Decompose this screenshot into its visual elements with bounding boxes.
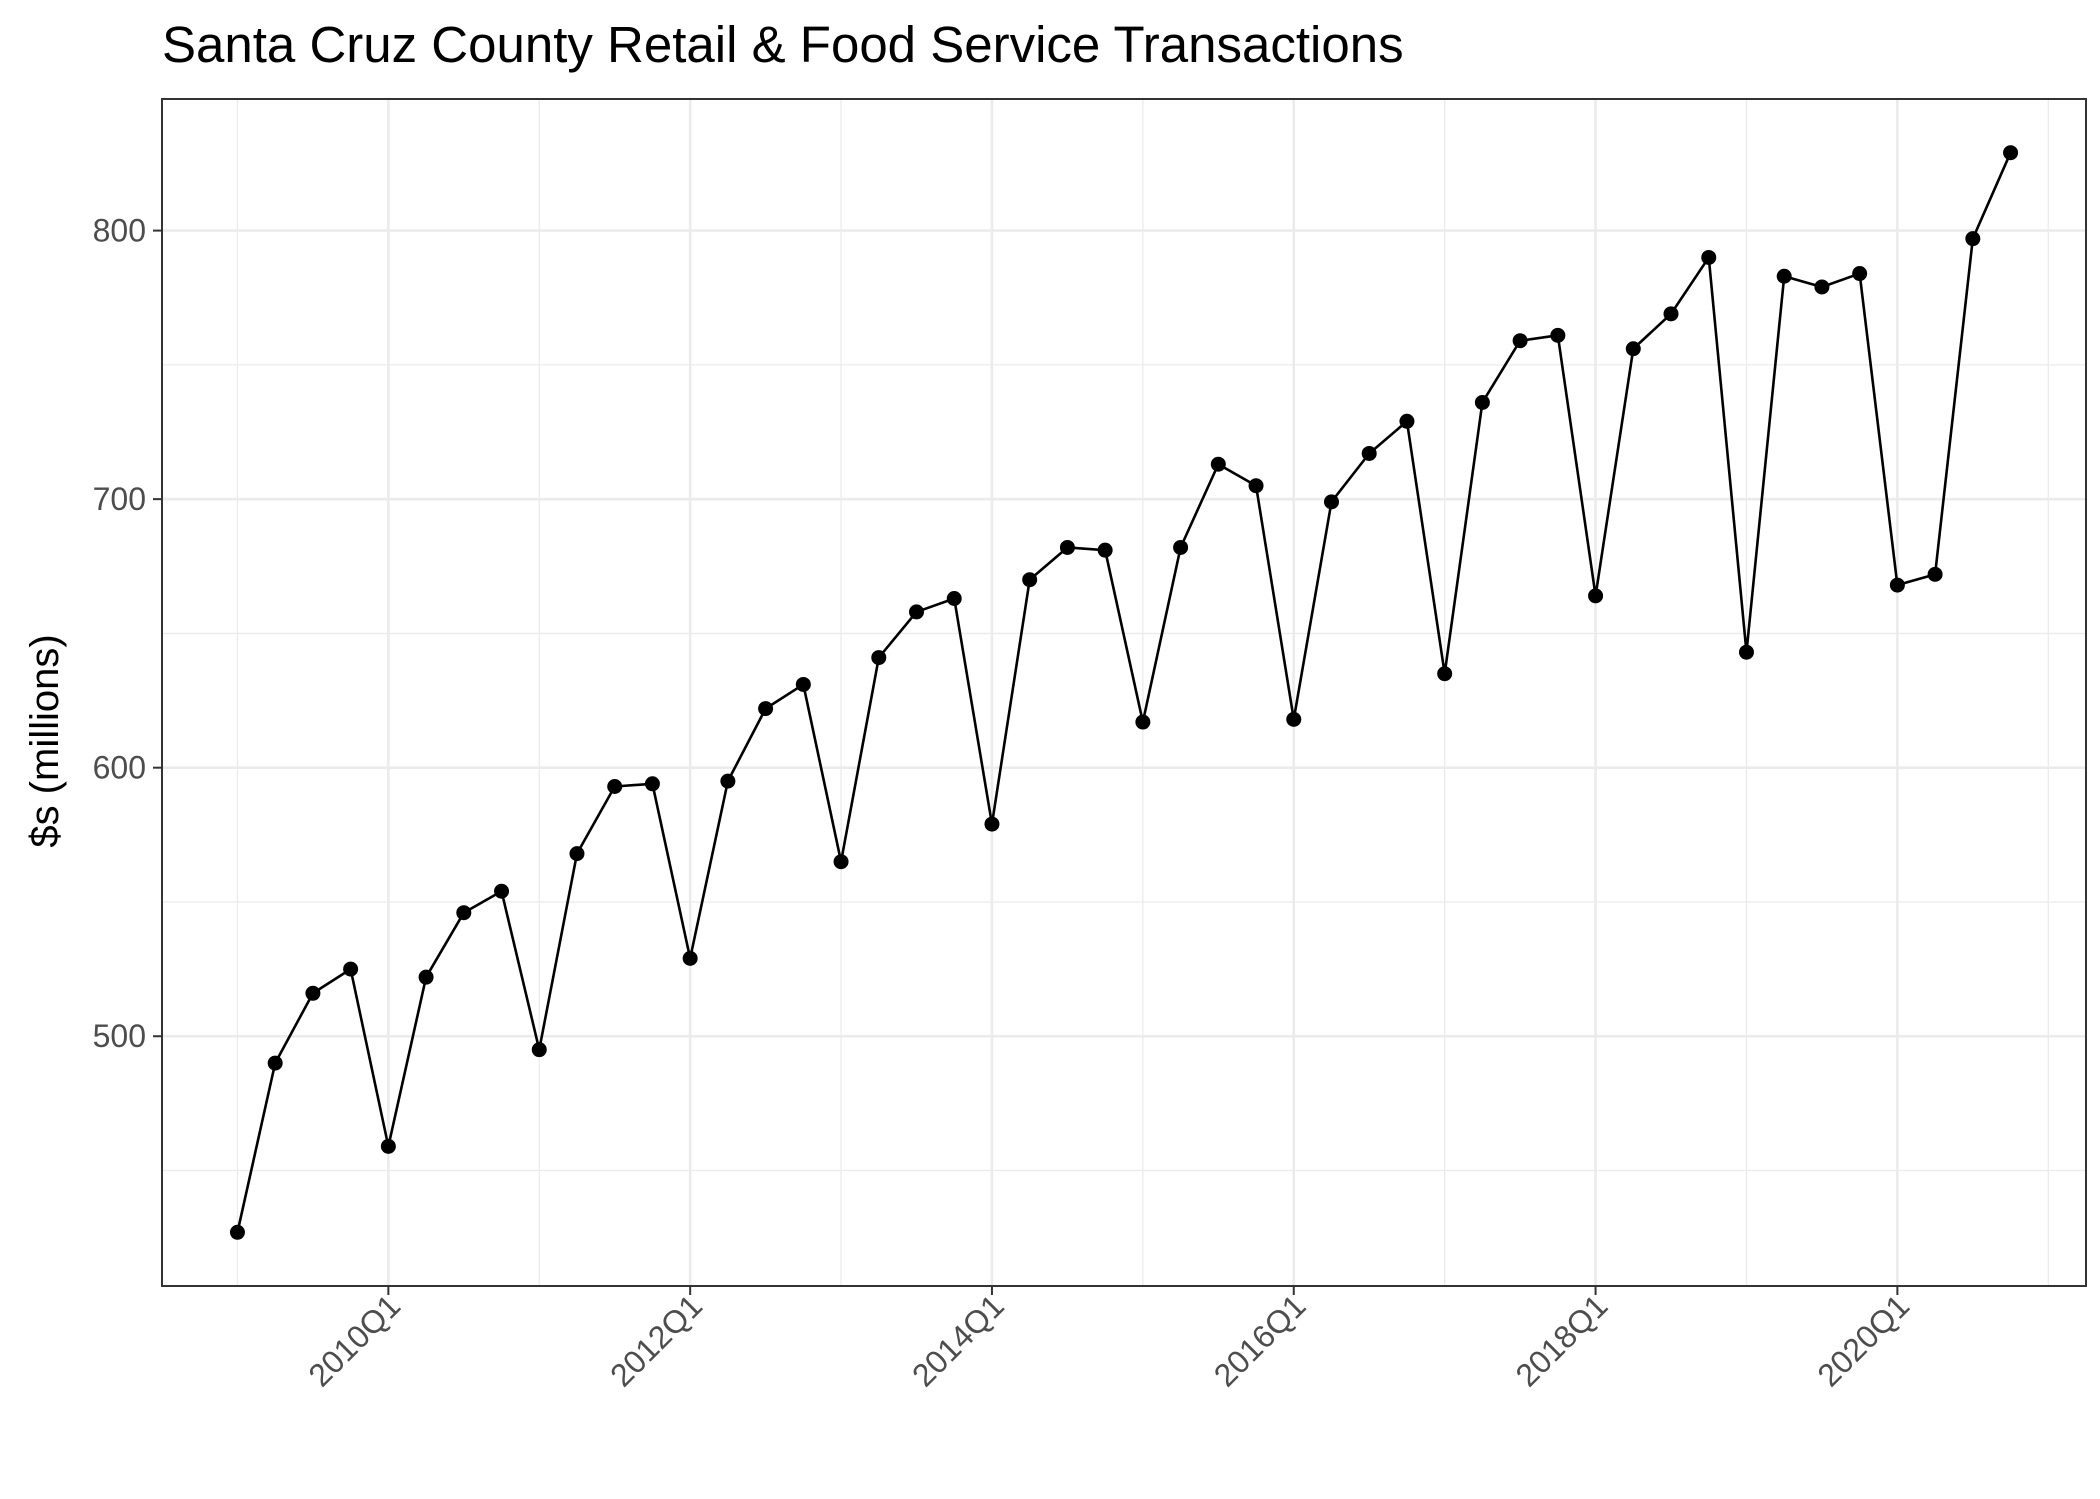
data-point [531, 1042, 547, 1058]
data-point [1663, 306, 1679, 322]
data-point [833, 854, 849, 870]
data-points [229, 145, 2019, 1240]
series-polyline [236, 152, 2012, 1233]
data-point [1361, 445, 1377, 461]
y-tick-label: 700 [93, 481, 146, 517]
data-point [569, 846, 585, 862]
data-point [984, 816, 1000, 832]
y-tick-label: 500 [93, 1018, 146, 1054]
data-point [1625, 341, 1641, 357]
data-point [1814, 279, 1830, 295]
y-tick-label: 600 [93, 750, 146, 786]
data-point [1512, 333, 1528, 349]
panel-border [161, 98, 2087, 1287]
data-point [380, 1138, 396, 1154]
data-point [1323, 494, 1339, 510]
data-point [1437, 666, 1453, 682]
data-point [1889, 577, 1905, 593]
data-point [1059, 539, 1075, 555]
data-point [682, 950, 698, 966]
data-point [1927, 566, 1943, 582]
data-point [909, 604, 925, 620]
data-point [1738, 644, 1754, 660]
data-point [795, 676, 811, 692]
data-point [1022, 572, 1038, 588]
data-point [2003, 145, 2019, 161]
data-point [1286, 711, 1302, 727]
data-point [1550, 327, 1566, 343]
data-point [1097, 542, 1113, 558]
data-point [758, 701, 774, 717]
data-point [267, 1055, 283, 1071]
series-line [236, 152, 2012, 1233]
data-point [494, 883, 510, 899]
major-grid [162, 99, 2086, 1286]
data-point [607, 778, 623, 794]
data-point [305, 985, 321, 1001]
data-point [1173, 539, 1189, 555]
y-tick-label: 800 [93, 213, 146, 249]
data-point [1248, 478, 1264, 494]
y-axis-label: $s (millions) [23, 634, 67, 847]
data-point [871, 650, 887, 666]
chart-title: Santa Cruz County Retail & Food Service … [162, 16, 1404, 73]
data-point [1588, 588, 1604, 604]
data-point [418, 969, 434, 985]
data-point [1399, 413, 1415, 429]
y-axis-ticks: 500 600 700 800 [93, 213, 162, 1054]
data-point [1965, 231, 1981, 247]
data-point [456, 905, 472, 921]
data-point [1135, 714, 1151, 730]
data-point [343, 961, 359, 977]
data-point [1852, 266, 1868, 282]
data-point [644, 776, 660, 792]
data-point [720, 773, 736, 789]
data-point [229, 1224, 245, 1240]
data-point [1474, 394, 1490, 410]
data-point [1776, 268, 1792, 284]
data-point [1210, 456, 1226, 472]
data-point [1701, 249, 1717, 265]
data-point [946, 591, 962, 607]
